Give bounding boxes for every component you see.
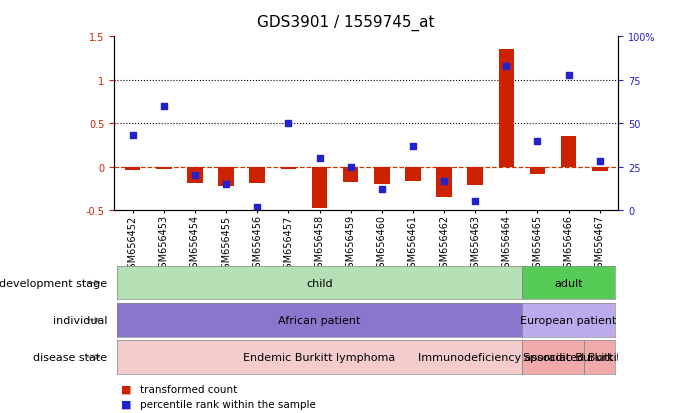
Bar — [218, 167, 234, 186]
Point — [283, 121, 294, 127]
Point — [220, 181, 231, 188]
Point — [314, 155, 325, 162]
Point — [470, 199, 481, 205]
Bar — [467, 167, 483, 185]
Text: GDS3901 / 1559745_at: GDS3901 / 1559745_at — [257, 14, 434, 31]
Point — [127, 133, 138, 139]
Text: European patient: European patient — [520, 315, 617, 325]
Bar — [249, 167, 265, 184]
Text: African patient: African patient — [278, 315, 361, 325]
Bar — [187, 167, 202, 184]
Text: ■: ■ — [121, 384, 131, 394]
Text: percentile rank within the sample: percentile rank within the sample — [140, 399, 316, 409]
Point — [252, 204, 263, 211]
Point — [501, 63, 512, 70]
Bar — [125, 167, 140, 171]
Bar — [436, 167, 452, 198]
Point — [158, 103, 169, 110]
Point — [189, 173, 200, 179]
Bar — [156, 167, 171, 170]
Point — [345, 164, 356, 171]
Point — [408, 143, 419, 150]
Bar — [374, 167, 390, 185]
Text: disease state: disease state — [33, 352, 107, 362]
Point — [563, 72, 574, 78]
Bar — [530, 167, 545, 175]
Text: Endemic Burkitt lymphoma: Endemic Burkitt lymphoma — [243, 352, 396, 362]
Text: development stage: development stage — [0, 278, 107, 288]
Point — [439, 178, 450, 185]
Bar — [312, 167, 328, 208]
Text: ■: ■ — [121, 399, 131, 409]
Text: Sporadic Burkitt lymphoma: Sporadic Burkitt lymphoma — [523, 352, 676, 362]
Point — [377, 187, 388, 193]
Bar — [592, 167, 607, 172]
Text: child: child — [306, 278, 333, 288]
Bar — [343, 167, 359, 183]
Point — [532, 138, 543, 145]
Bar — [405, 167, 421, 182]
Point — [594, 159, 605, 165]
Text: Immunodeficiency associated Burkitt lymphoma: Immunodeficiency associated Burkitt lymp… — [418, 352, 688, 362]
Text: adult: adult — [554, 278, 583, 288]
Bar — [281, 167, 296, 170]
Bar — [499, 50, 514, 167]
Text: transformed count: transformed count — [140, 384, 238, 394]
Bar — [561, 137, 576, 167]
Text: individual: individual — [53, 315, 107, 325]
